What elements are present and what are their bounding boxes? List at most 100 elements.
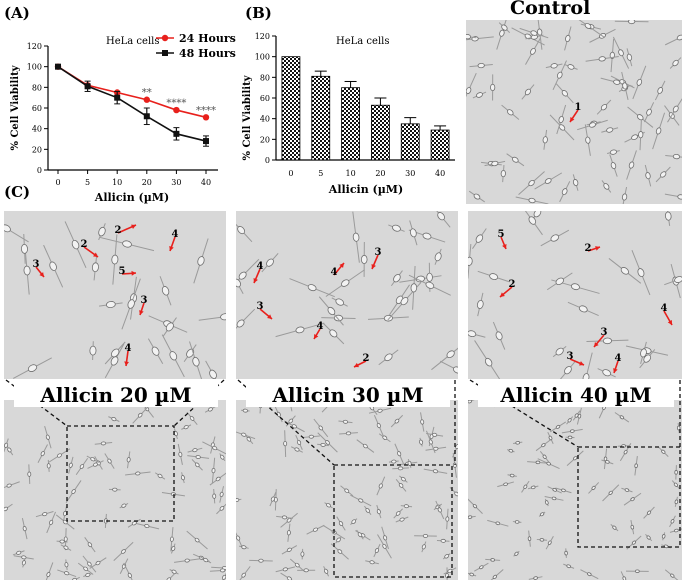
cell [113,541,134,562]
cell [472,91,487,99]
cell-body [569,429,575,433]
cell [306,524,325,535]
bar [430,129,450,161]
cell-type-label: 3 [141,295,148,306]
cell-type-label: 5 [119,266,126,277]
cell [500,165,506,183]
cell-body [161,286,170,296]
cell [236,566,251,580]
cell [4,438,9,453]
cell-body [335,298,345,306]
cell [585,56,619,62]
cell-body [121,503,127,508]
cell [586,337,629,345]
cell [269,491,277,507]
significance-label: **** [166,98,186,109]
cell [579,352,593,379]
cell-body [509,473,515,478]
cell [469,62,493,69]
cell [601,180,612,193]
cell [89,557,107,569]
cell-body [112,487,118,492]
cell [674,465,678,480]
cell-process [4,481,20,490]
cell [159,276,172,306]
bar [341,87,360,161]
cell [468,329,486,338]
cell-body [546,461,551,466]
cell-body [420,419,425,425]
cell-body [203,557,209,563]
cell-body [286,518,292,523]
cell-body [578,305,588,313]
cell-body [374,547,380,553]
pointer-arrowhead [124,361,129,366]
cell-body [85,572,91,577]
cell-body [409,228,417,238]
cell [640,341,647,365]
cell [565,435,575,440]
cell-body [300,551,305,557]
cell-body [241,572,246,578]
cell-body [490,83,496,92]
cell [632,65,647,100]
cell [388,459,399,464]
cell-body [89,345,97,356]
cell [410,265,418,310]
cell-body [528,197,536,204]
bar [281,56,301,161]
cell-body [111,348,120,358]
cell [468,244,473,279]
cell [300,548,305,560]
cell [477,270,510,283]
cell [601,459,614,465]
cell-body [4,442,9,448]
cell [161,492,185,497]
cell-body [613,79,621,85]
cell [321,314,356,322]
cell [121,278,141,330]
cell-body [342,419,349,424]
y-tick-label: 20 [32,145,42,154]
cell [600,77,633,87]
cell-body [344,488,350,494]
cell-body [365,507,370,513]
cell [634,456,638,476]
cell [484,160,506,167]
cell-body [452,366,458,374]
cell [35,511,54,518]
cell [563,563,575,569]
cell-body [63,545,69,550]
cell-body [64,562,69,568]
cell [623,492,642,506]
x-tick-label: 10 [112,178,122,187]
cell [559,181,571,203]
cell-body [628,161,635,169]
panel-a-letter: (A) [4,4,30,22]
cell [154,472,166,480]
cell [37,444,48,464]
cell [621,487,633,493]
cell-body [87,542,93,548]
y-tick-label: 40 [260,115,270,124]
cell-body [479,565,484,570]
cell-body [542,136,548,144]
panel-b-letter: (B) [245,4,272,22]
cell-body [476,299,484,309]
cell [521,480,530,493]
cell [545,536,554,550]
cell [537,458,560,470]
bar [400,123,420,161]
cell [468,190,486,203]
cell [525,34,544,40]
cell-body [640,348,647,358]
cell [281,545,298,555]
cell-body [500,169,506,178]
cell-body [477,62,485,69]
cell-body [495,521,501,526]
cell [20,233,28,264]
cell [466,34,477,40]
cell [572,174,579,191]
cell [452,435,458,458]
cell-body [238,271,247,280]
